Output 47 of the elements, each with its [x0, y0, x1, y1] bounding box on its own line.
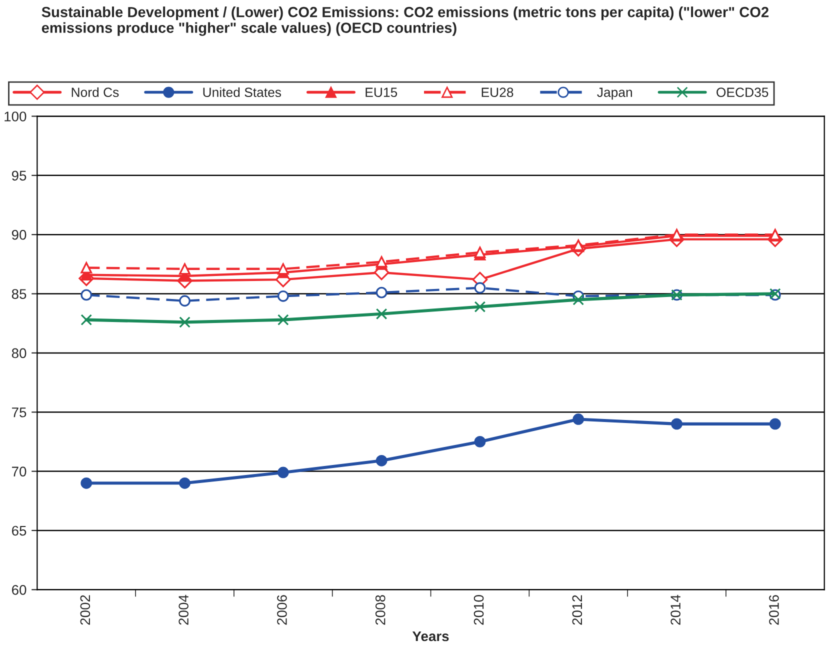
point: [376, 308, 388, 320]
legend-label: EU15: [366, 88, 398, 98]
x-tick-label: 2004: [178, 594, 188, 625]
x-tick-label: 2010: [474, 595, 484, 625]
x-tick-label: 2002: [80, 595, 90, 625]
y-tick-label: 100: [4, 112, 26, 122]
chart-title: Sustainable Development / (Lower) CO2 Emissions: CO2 emissions (metric tons per capita) ("lower" CO2 emissions produce "higher" scale values) (OECD countries): [42, 6, 768, 36]
y-tick-label: 90: [12, 230, 26, 240]
point: [179, 477, 190, 489]
x-tick-label: 2012: [572, 595, 582, 625]
point: [80, 289, 92, 301]
legend-label: Nord Cs: [72, 87, 119, 98]
x-tick-label: 2014: [670, 594, 680, 625]
point: [179, 263, 190, 275]
point: [572, 414, 584, 425]
y-tick-label: 70: [12, 466, 26, 476]
y-tick-label: 65: [12, 526, 26, 536]
point: [277, 466, 289, 478]
x-tick-label: 2016: [769, 595, 779, 625]
legend-label: Japan: [597, 88, 632, 100]
point: [80, 477, 92, 489]
point: [376, 286, 388, 298]
point: [671, 418, 682, 430]
point: [474, 301, 486, 312]
legend-label: United States: [203, 87, 282, 98]
point: [376, 454, 388, 466]
y-tick-label: 85: [12, 289, 26, 299]
y-tick-label: 75: [12, 408, 26, 418]
point: [474, 436, 486, 448]
point: [769, 418, 781, 430]
legend-label: EU28: [482, 88, 514, 98]
point: [179, 316, 190, 328]
y-tick-label: 80: [12, 348, 26, 358]
point: [277, 263, 289, 275]
x-tick-label: 2006: [277, 595, 287, 625]
y-tick-label: 95: [12, 170, 26, 181]
point: [80, 262, 92, 274]
x-axis-title: Years: [412, 631, 449, 642]
x-tick-label: 2008: [375, 595, 386, 625]
point: [179, 295, 190, 307]
point: [277, 290, 289, 302]
point: [474, 282, 486, 294]
y-tick-label: 60: [12, 584, 26, 595]
legend-label: OECD35: [716, 88, 768, 98]
point: [80, 314, 92, 326]
point: [277, 314, 289, 326]
point: [572, 294, 584, 306]
